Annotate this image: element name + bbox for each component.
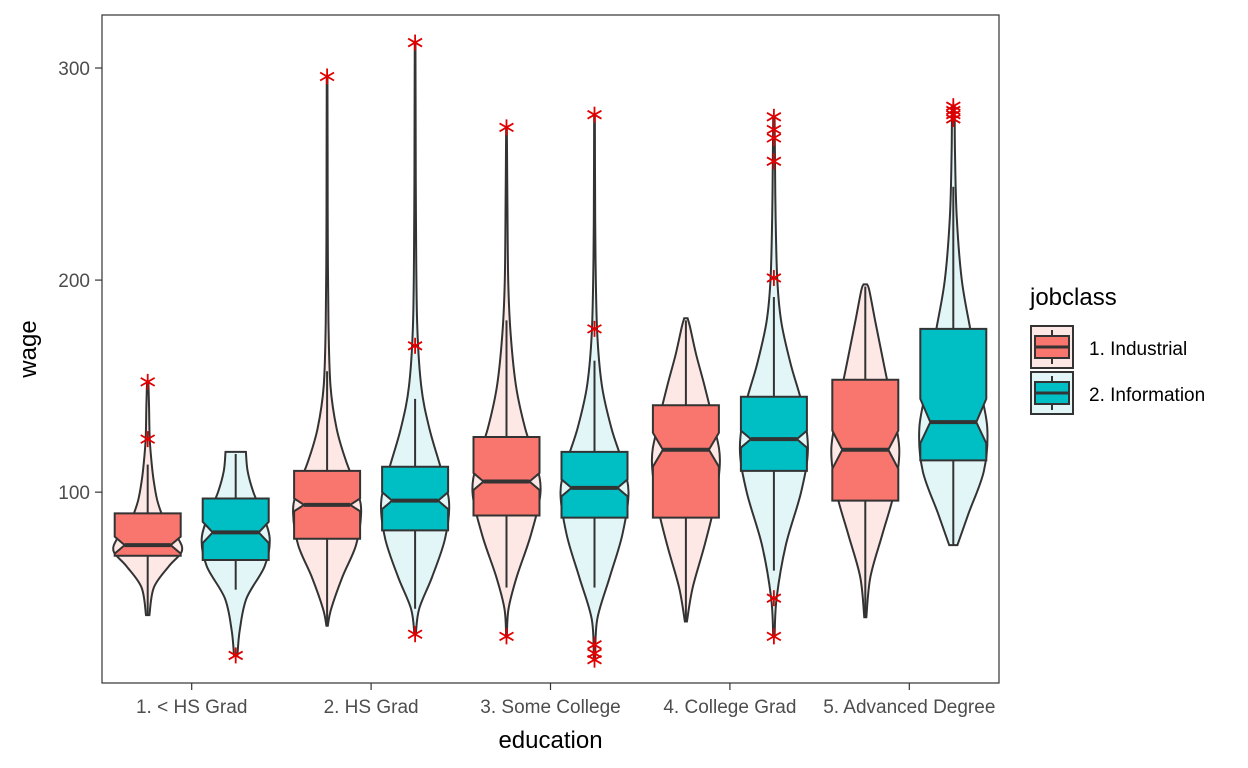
outlier-stroke — [766, 156, 782, 167]
outlier-stroke — [587, 109, 602, 120]
outlier-industrial-cat2-1 — [319, 68, 335, 85]
box-industrial-cat4 — [651, 404, 720, 519]
outlier-information-cat5-4 — [945, 110, 961, 127]
outlier-information-cat4-4 — [766, 153, 782, 170]
outlier-stroke — [766, 273, 782, 283]
box-industrial-cat1 — [113, 512, 182, 557]
outlier-stroke — [587, 640, 602, 650]
outlier-information-cat4-6 — [766, 590, 782, 607]
outlier-stroke — [407, 37, 423, 48]
boxplot-layer — [113, 186, 988, 626]
outlier-layer — [140, 34, 961, 668]
x-axis: 1. < HS Grad 2. HS Grad 3. Some College 4. … — [136, 683, 995, 718]
box-information-cat2 — [381, 465, 450, 532]
y-tick-label-100: 100 — [58, 483, 90, 504]
outlier-industrial-cat1-2 — [140, 431, 156, 448]
outlier-stroke — [766, 124, 782, 135]
box-information-cat1 — [201, 497, 270, 562]
y-tick-label-200: 200 — [58, 271, 90, 292]
outlier-information-cat3-1 — [587, 106, 602, 123]
outlier-stroke — [140, 377, 156, 387]
outlier-information-cat3-2 — [587, 320, 602, 337]
outlier-stroke — [407, 341, 423, 351]
box-information-cat5 — [919, 327, 988, 462]
outlier-stroke — [945, 114, 961, 124]
box-industrial-cat3 — [472, 436, 541, 517]
violin-layer — [112, 41, 989, 661]
outlier-information-cat2-3 — [407, 626, 423, 643]
outlier-stroke — [407, 629, 423, 640]
x-axis-title: education — [498, 727, 602, 754]
outlier-industrial-cat3-2 — [499, 628, 514, 645]
outlier-information-cat1-1 — [228, 647, 244, 664]
x-tick-label-4: 4. College Grad — [663, 697, 796, 718]
y-axis: 100 200 300 — [58, 59, 102, 504]
outlier-stroke — [766, 133, 782, 143]
x-tick-label-5: 5. Advanced Degree — [823, 697, 995, 718]
outlier-information-cat3-5 — [587, 651, 602, 668]
legend-item-information: 2. Information — [1030, 371, 1205, 415]
box-industrial-cat5 — [831, 378, 900, 502]
x-tick-label-2: 2. HS Grad — [324, 697, 419, 718]
outlier-information-cat4-7 — [766, 628, 782, 645]
box-information-cat3 — [560, 450, 629, 519]
outlier-stroke — [587, 324, 602, 334]
outlier-industrial-cat3-1 — [499, 119, 514, 136]
outlier-information-cat2-2 — [407, 337, 423, 354]
outlier-stroke — [766, 593, 782, 603]
outlier-information-cat2-1 — [407, 34, 423, 51]
legend-label-industrial: 1. Industrial — [1089, 339, 1187, 360]
outlier-stroke — [319, 71, 335, 82]
box-information-cat4 — [739, 395, 808, 472]
legend-title: jobclass — [1029, 284, 1117, 311]
x-tick-label-3: 3. Some College — [480, 697, 620, 718]
outlier-stroke — [587, 654, 602, 665]
y-tick-label-300: 300 — [58, 59, 90, 80]
outlier-stroke — [499, 122, 514, 133]
outlier-industrial-cat1-1 — [140, 373, 156, 390]
outlier-stroke — [766, 631, 782, 642]
y-axis-title: wage — [15, 320, 42, 378]
outlier-stroke — [140, 434, 156, 444]
outlier-information-cat4-3 — [766, 129, 782, 146]
outlier-stroke — [228, 650, 244, 661]
legend-label-information: 2. Information — [1089, 385, 1205, 406]
legend: jobclass 1. Industrial 2. Information — [1029, 284, 1205, 415]
legend-item-industrial: 1. Industrial — [1030, 325, 1187, 369]
outlier-information-cat4-5 — [766, 269, 782, 286]
outlier-stroke — [499, 631, 514, 642]
outlier-stroke — [766, 112, 782, 122]
x-tick-label-1: 1. < HS Grad — [136, 697, 247, 718]
